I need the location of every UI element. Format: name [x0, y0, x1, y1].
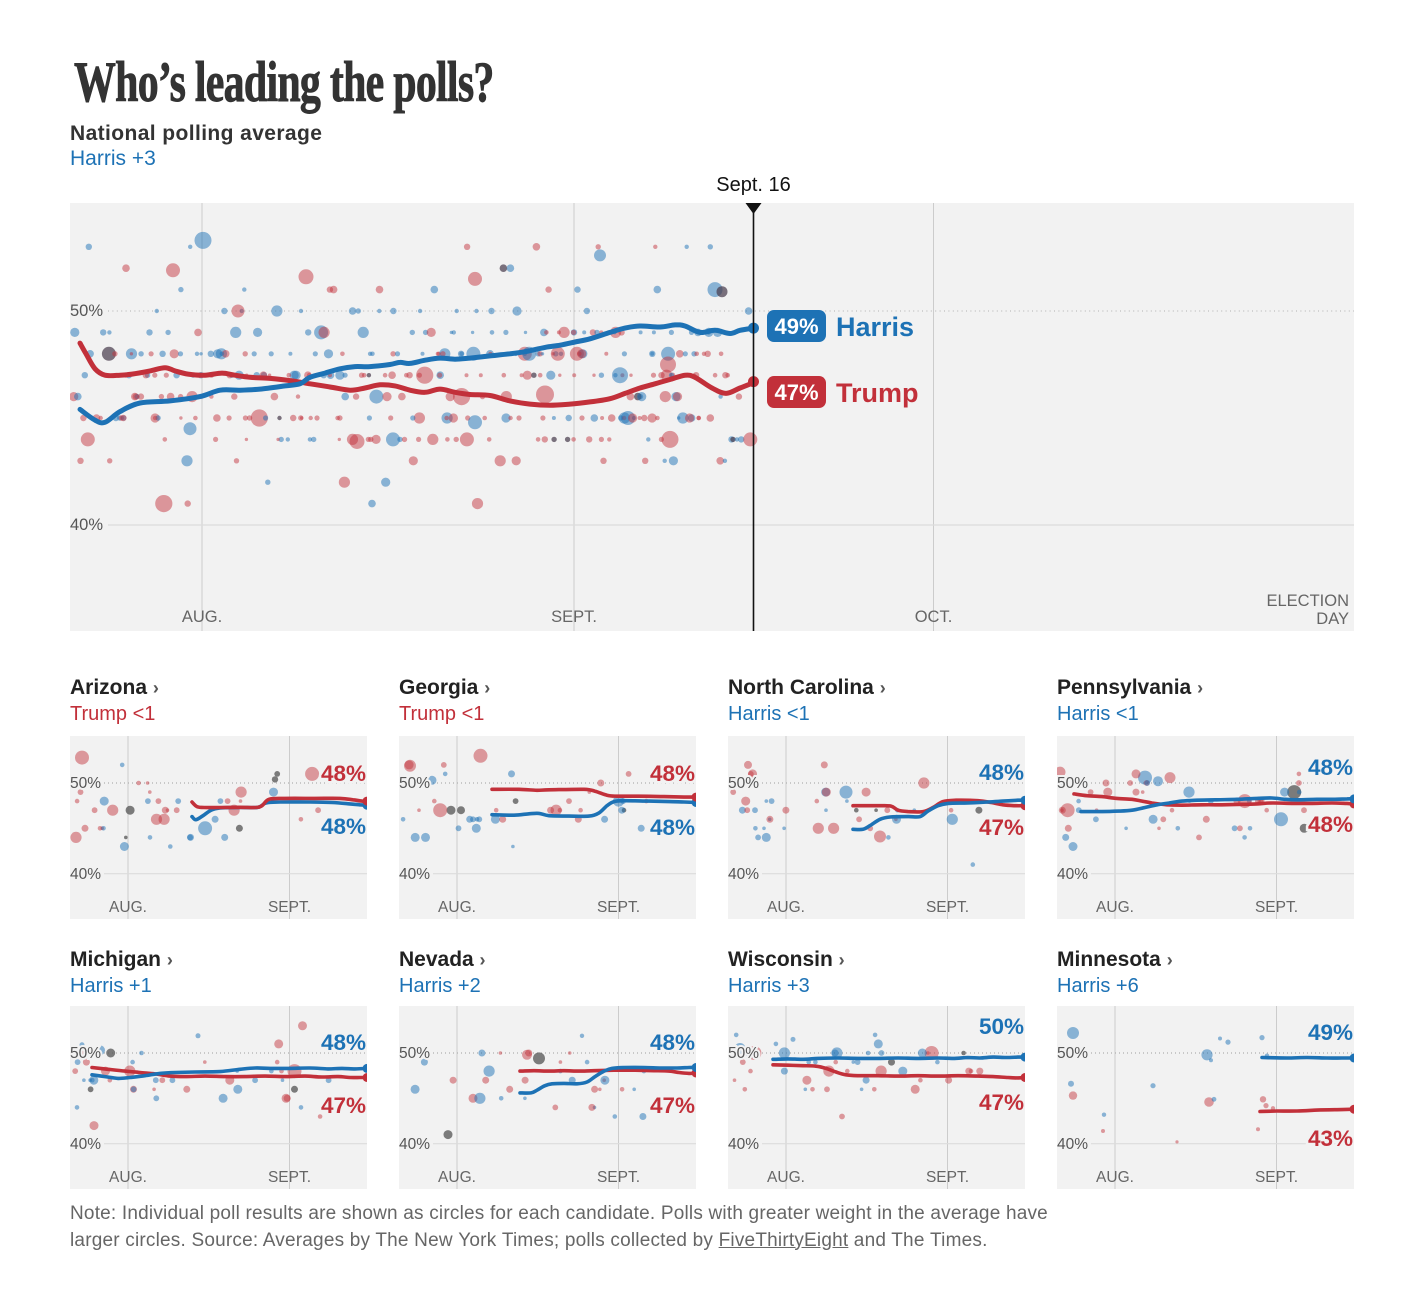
svg-text:48%: 48% — [321, 761, 366, 786]
svg-text:43%: 43% — [1308, 1126, 1353, 1151]
svg-text:48%: 48% — [650, 761, 695, 786]
svg-text:40%: 40% — [70, 866, 101, 883]
svg-text:SEPT.: SEPT. — [268, 899, 311, 916]
svg-text:40%: 40% — [728, 1136, 759, 1153]
svg-text:AUG.: AUG. — [438, 899, 476, 916]
svg-text:50%: 50% — [70, 302, 103, 320]
svg-text:50%: 50% — [70, 775, 101, 792]
svg-text:48%: 48% — [979, 760, 1024, 785]
svg-text:40%: 40% — [70, 516, 103, 534]
svg-text:48%: 48% — [1308, 812, 1353, 837]
svg-text:40%: 40% — [1057, 1136, 1088, 1153]
svg-text:50%: 50% — [399, 1045, 430, 1062]
svg-text:48%: 48% — [1308, 755, 1353, 780]
svg-text:50%: 50% — [979, 1014, 1024, 1039]
svg-text:SEPT.: SEPT. — [1255, 899, 1298, 916]
svg-text:48%: 48% — [650, 815, 695, 840]
svg-text:40%: 40% — [1057, 866, 1088, 883]
svg-text:40%: 40% — [399, 1136, 430, 1153]
svg-text:48%: 48% — [650, 1030, 695, 1055]
svg-text:48%: 48% — [321, 1030, 366, 1055]
svg-text:SEPT.: SEPT. — [551, 608, 597, 626]
svg-text:50%: 50% — [1057, 775, 1088, 792]
svg-text:ELECTION: ELECTION — [1266, 592, 1349, 610]
svg-text:AUG.: AUG. — [767, 899, 805, 916]
svg-text:OCT.: OCT. — [915, 608, 953, 626]
svg-text:AUG.: AUG. — [109, 1169, 147, 1186]
svg-text:DAY: DAY — [1316, 610, 1349, 628]
svg-text:40%: 40% — [70, 1136, 101, 1153]
svg-text:AUG.: AUG. — [438, 1169, 476, 1186]
svg-text:47%: 47% — [979, 1090, 1024, 1115]
svg-text:47%: 47% — [650, 1093, 695, 1118]
svg-text:SEPT.: SEPT. — [597, 1169, 640, 1186]
svg-text:50%: 50% — [728, 1045, 759, 1062]
svg-text:AUG.: AUG. — [182, 608, 222, 626]
svg-text:SEPT.: SEPT. — [926, 1169, 969, 1186]
svg-text:48%: 48% — [321, 814, 366, 839]
svg-text:49%: 49% — [1308, 1020, 1353, 1045]
svg-text:SEPT.: SEPT. — [1255, 1169, 1298, 1186]
svg-text:AUG.: AUG. — [1096, 1169, 1134, 1186]
svg-text:SEPT.: SEPT. — [597, 899, 640, 916]
svg-text:AUG.: AUG. — [767, 1169, 805, 1186]
svg-text:47%: 47% — [321, 1093, 366, 1118]
svg-text:40%: 40% — [728, 866, 759, 883]
svg-text:AUG.: AUG. — [1096, 899, 1134, 916]
svg-text:SEPT.: SEPT. — [926, 899, 969, 916]
svg-text:AUG.: AUG. — [109, 899, 147, 916]
svg-text:SEPT.: SEPT. — [268, 1169, 311, 1186]
svg-text:50%: 50% — [1057, 1045, 1088, 1062]
svg-text:50%: 50% — [70, 1045, 101, 1062]
svg-text:50%: 50% — [728, 775, 759, 792]
svg-text:50%: 50% — [399, 775, 430, 792]
svg-text:47%: 47% — [979, 815, 1024, 840]
svg-text:40%: 40% — [399, 866, 430, 883]
